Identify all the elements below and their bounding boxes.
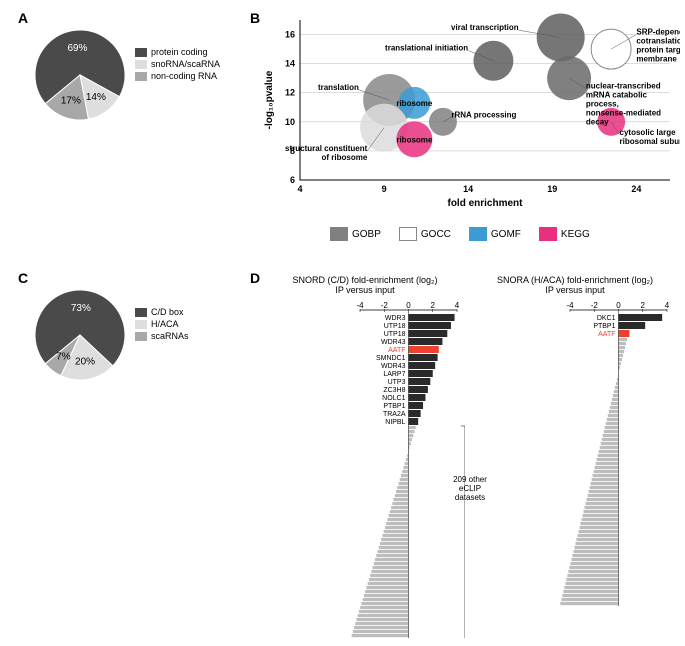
svg-text:UTP18: UTP18 [384, 323, 406, 330]
svg-text:AATF: AATF [598, 331, 615, 338]
panel-d-right-title: SNORA (H/ACA) fold-enrichment (log₂) IP … [475, 275, 675, 295]
panel-a-legend: protein codingsnoRNA/scaRNAnon-coding RN… [135, 45, 220, 83]
svg-text:WDR43: WDR43 [381, 363, 406, 370]
svg-text:rRNA processing: rRNA processing [451, 110, 516, 119]
svg-text:-4: -4 [356, 301, 364, 310]
svg-text:ZC3H8: ZC3H8 [383, 387, 405, 394]
panel-c-legend: C/D boxH/ACAscaRNAs [135, 305, 189, 343]
svg-text:translational initiation: translational initiation [385, 44, 468, 53]
svg-text:73%: 73% [71, 303, 91, 314]
svg-text:PTBP1: PTBP1 [383, 403, 405, 410]
panel-c-label: C [18, 270, 28, 286]
svg-text:14: 14 [285, 59, 295, 69]
svg-text:7%: 7% [56, 351, 71, 362]
svg-text:0: 0 [406, 301, 411, 310]
svg-text:TRA2A: TRA2A [383, 411, 406, 418]
svg-text:4: 4 [297, 184, 302, 194]
svg-text:NOLC1: NOLC1 [382, 395, 405, 402]
svg-text:NIPBL: NIPBL [385, 419, 405, 426]
svg-text:16: 16 [285, 30, 295, 40]
svg-text:SRP-dependentcotranslationalpr: SRP-dependentcotranslationalprotein targ… [636, 28, 680, 64]
svg-text:-2: -2 [381, 301, 389, 310]
svg-text:0: 0 [616, 301, 621, 310]
panel-b-bubble-chart: 681012141649141924viral transcriptionSRP… [260, 10, 680, 230]
panel-a-pie: 69% 14% 17% [30, 25, 130, 125]
svg-text:12: 12 [285, 88, 295, 98]
panel-b-legend: GOBPGOCCGOMFKEGG [330, 225, 590, 243]
svg-text:fold enrichment: fold enrichment [447, 198, 523, 209]
panel-d-label: D [250, 270, 260, 286]
svg-text:9: 9 [382, 184, 387, 194]
svg-text:6: 6 [290, 175, 295, 185]
svg-text:2: 2 [431, 301, 436, 310]
panel-a-label: A [18, 10, 28, 26]
panel-d-left-title: SNORD (C/D) fold-enrichment (log₂) IP ve… [265, 275, 465, 295]
svg-text:-2: -2 [591, 301, 599, 310]
panel-d-left-bars: -4-2024WDR3UTP18UTP18WDR43AATFSMNDC1WDR4… [265, 298, 465, 638]
svg-text:17%: 17% [61, 95, 81, 106]
svg-text:2: 2 [641, 301, 646, 310]
svg-text:24: 24 [631, 184, 641, 194]
svg-text:-log₁₀pvalue: -log₁₀pvalue [264, 70, 275, 129]
svg-text:-4: -4 [566, 301, 574, 310]
panel-c-pie: 73% 20% 7% [30, 285, 130, 385]
svg-text:SMNDC1: SMNDC1 [376, 355, 406, 362]
svg-text:LARP7: LARP7 [383, 371, 405, 378]
panel-d-right-bars: -4 -2 0 2 4 DKC1PTBP1AATF [475, 298, 675, 638]
svg-text:20%: 20% [75, 357, 95, 368]
svg-text:viral transcription: viral transcription [451, 23, 519, 32]
svg-text:UTP3: UTP3 [388, 379, 406, 386]
svg-text:WDR43: WDR43 [381, 339, 406, 346]
panel-b-label: B [250, 10, 260, 26]
svg-text:4: 4 [665, 301, 670, 310]
svg-text:ribosome: ribosome [396, 99, 433, 108]
svg-text:UTP18: UTP18 [384, 331, 406, 338]
svg-text:19: 19 [547, 184, 557, 194]
svg-text:WDR3: WDR3 [385, 315, 406, 322]
svg-text:PTBP1: PTBP1 [593, 323, 615, 330]
svg-text:DKC1: DKC1 [597, 315, 616, 322]
svg-text:ribosome: ribosome [396, 135, 433, 144]
svg-text:14: 14 [463, 184, 473, 194]
svg-text:14%: 14% [86, 92, 106, 103]
svg-text:4: 4 [455, 301, 460, 310]
svg-text:69%: 69% [67, 43, 87, 54]
svg-text:structural constituentof ribos: structural constituentof ribosome [285, 144, 368, 162]
svg-text:AATF: AATF [388, 347, 405, 354]
svg-text:10: 10 [285, 117, 295, 127]
svg-text:translation: translation [318, 83, 359, 92]
tail-label: 209 other eCLIP datasets [445, 475, 495, 502]
svg-text:cytosolic largeribosomal subun: cytosolic largeribosomal subunit [620, 128, 680, 146]
